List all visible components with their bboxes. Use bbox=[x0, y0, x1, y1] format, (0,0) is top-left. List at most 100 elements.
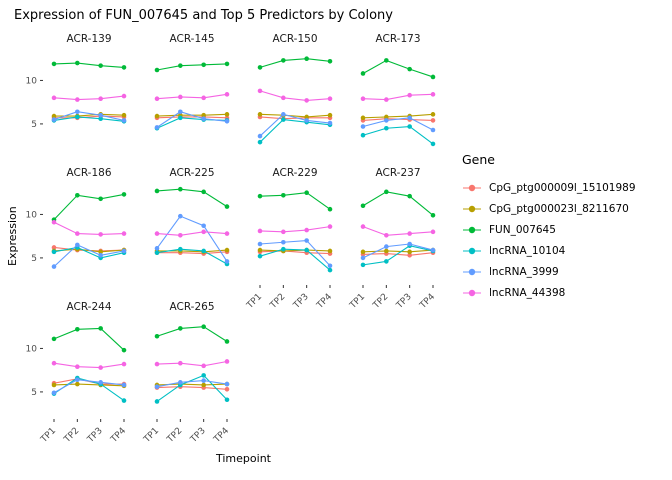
data-point bbox=[430, 141, 436, 147]
data-point bbox=[360, 255, 366, 261]
data-point bbox=[178, 109, 183, 115]
data-point bbox=[51, 117, 57, 122]
data-point bbox=[407, 231, 412, 236]
data-point bbox=[281, 229, 286, 235]
data-point bbox=[224, 359, 230, 364]
series-line-lncRNA_44398 bbox=[362, 226, 434, 236]
data-point bbox=[281, 112, 286, 117]
data-point bbox=[224, 381, 230, 387]
data-point bbox=[154, 250, 160, 255]
data-point bbox=[178, 246, 183, 252]
series-line-FUN_007645 bbox=[156, 188, 228, 208]
data-point bbox=[51, 264, 57, 269]
x-tick-label: TP2 bbox=[62, 426, 82, 446]
data-point bbox=[407, 249, 412, 255]
data-point bbox=[224, 61, 230, 67]
series-line-lncRNA_10104 bbox=[53, 116, 125, 122]
legend-key-icon bbox=[463, 289, 481, 296]
data-point bbox=[178, 63, 183, 68]
facet-ACR-237: ACR-237 TP1 TP2 TP3 TP4 bbox=[348, 167, 438, 312]
facet-label: ACR-237 bbox=[375, 167, 420, 179]
legend-item-label: FUN_007645 bbox=[489, 223, 556, 236]
data-point bbox=[154, 67, 160, 73]
x-tick-label: TP4 bbox=[315, 292, 335, 312]
y-tick-label: 10 bbox=[26, 76, 38, 86]
data-point bbox=[75, 377, 80, 383]
data-point bbox=[224, 92, 230, 97]
x-tick-label: TP4 bbox=[109, 426, 129, 446]
data-point bbox=[224, 119, 230, 124]
data-point bbox=[98, 365, 103, 370]
legend-item: CpG_ptg000023l_8211670 bbox=[462, 198, 636, 219]
data-point bbox=[178, 360, 183, 366]
data-point bbox=[281, 246, 286, 252]
series-line-lncRNA_44398 bbox=[156, 231, 228, 236]
data-point bbox=[121, 347, 127, 353]
x-tick-label: TP3 bbox=[291, 292, 311, 312]
series-line-FUN_007645 bbox=[156, 63, 228, 71]
data-point bbox=[407, 124, 412, 129]
data-point bbox=[121, 93, 127, 99]
data-point bbox=[201, 95, 206, 101]
data-point bbox=[154, 399, 160, 404]
series-line-CpG_ptg000009l_15101989 bbox=[259, 116, 330, 120]
data-point bbox=[201, 229, 206, 235]
data-point bbox=[360, 249, 366, 255]
data-point bbox=[304, 227, 309, 233]
data-point bbox=[121, 382, 127, 388]
data-point bbox=[384, 189, 389, 195]
data-point bbox=[98, 63, 103, 68]
data-point bbox=[430, 74, 436, 80]
data-point bbox=[360, 124, 366, 129]
data-point bbox=[360, 203, 366, 209]
data-point bbox=[201, 373, 206, 378]
series-line-lncRNA_10104 bbox=[362, 125, 434, 145]
data-point bbox=[98, 326, 103, 331]
data-point bbox=[327, 120, 333, 126]
series-line-CpG_ptg000023l_8211670 bbox=[362, 113, 434, 119]
data-point bbox=[201, 378, 206, 383]
data-point bbox=[178, 213, 183, 219]
data-point bbox=[384, 125, 389, 131]
data-point bbox=[407, 66, 412, 72]
series-line-lncRNA_10104 bbox=[259, 248, 331, 271]
series-line-lncRNA_44398 bbox=[156, 360, 228, 367]
data-point bbox=[327, 248, 333, 254]
legend-item-label: CpG_ptg000009l_15101989 bbox=[489, 181, 636, 194]
data-point bbox=[121, 118, 127, 123]
data-point bbox=[154, 96, 160, 101]
series-line-lncRNA_44398 bbox=[53, 95, 125, 101]
data-point bbox=[281, 95, 286, 101]
data-point bbox=[201, 324, 206, 329]
data-point bbox=[98, 116, 103, 121]
data-point bbox=[281, 193, 286, 198]
data-point bbox=[98, 249, 103, 255]
x-tick-label: TP1 bbox=[142, 426, 162, 446]
facet-label: ACR-139 bbox=[66, 33, 111, 45]
data-point bbox=[224, 247, 230, 253]
facet-label: ACR-173 bbox=[375, 33, 420, 45]
data-point bbox=[304, 114, 309, 120]
data-point bbox=[224, 387, 230, 392]
data-point bbox=[430, 127, 436, 133]
legend-key-icon bbox=[463, 247, 481, 254]
data-point bbox=[430, 247, 436, 253]
series-line-CpG_ptg000009l_15101989 bbox=[157, 251, 228, 255]
data-point bbox=[384, 259, 389, 264]
series-line-lncRNA_3999 bbox=[156, 215, 228, 262]
data-point bbox=[407, 193, 412, 199]
data-point bbox=[384, 233, 389, 238]
data-point bbox=[257, 241, 263, 247]
data-point bbox=[384, 118, 389, 123]
data-point bbox=[281, 117, 286, 122]
data-point bbox=[224, 112, 230, 117]
data-point bbox=[51, 61, 57, 67]
facet-ACR-145: ACR-145 bbox=[154, 33, 230, 131]
chart-title: Expression of FUN_007645 and Top 5 Predi… bbox=[14, 8, 393, 23]
data-point bbox=[224, 259, 230, 264]
data-point bbox=[154, 231, 160, 236]
series-line-lncRNA_3999 bbox=[362, 117, 434, 131]
data-point bbox=[154, 333, 160, 339]
data-point bbox=[224, 397, 230, 403]
series-line-lncRNA_10104 bbox=[259, 118, 331, 143]
